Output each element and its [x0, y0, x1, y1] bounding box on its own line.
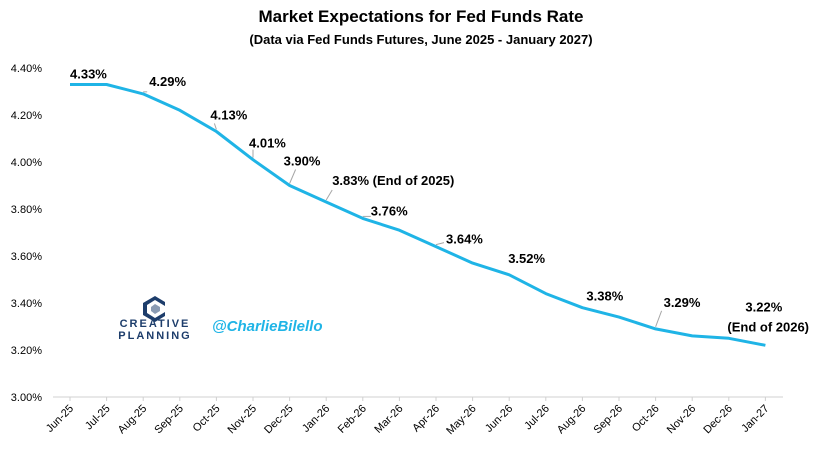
- creative-planning-logo-icon: [143, 296, 165, 322]
- social-handle: @CharlieBilello: [212, 318, 323, 335]
- data-label: 3.90%: [284, 154, 321, 169]
- x-tick-label: Nov-25: [226, 403, 260, 437]
- data-label: 3.38%: [586, 289, 623, 304]
- x-tick-label: Mar-26: [372, 403, 405, 436]
- data-label-leader: [435, 242, 445, 246]
- data-label: 3.83% (End of 2025): [332, 173, 454, 188]
- brand-block: CREATIVE PLANNING: [105, 294, 205, 342]
- data-label: 4.01%: [249, 136, 286, 151]
- chart-subtitle: (Data via Fed Funds Futures, June 2025 -…: [249, 32, 592, 47]
- brand-line-2: PLANNING: [118, 330, 192, 342]
- x-tick-label: Jun-26: [483, 403, 515, 435]
- x-tick-label: Oct-26: [630, 403, 662, 435]
- data-label-leader: [289, 169, 297, 184]
- x-tick-label: Jan-26: [300, 403, 332, 435]
- data-label: 3.29%: [664, 295, 701, 310]
- series-line: [70, 83, 766, 347]
- data-label: 3.64%: [446, 232, 483, 247]
- data-label-leader: [325, 189, 333, 201]
- data-label: 3.22%: [745, 299, 782, 314]
- x-tick-label: Sep-25: [152, 403, 186, 437]
- y-tick-label: 3.40%: [11, 298, 42, 310]
- x-tick-label: Dec-25: [262, 403, 296, 437]
- x-tick-label: Jun-25: [44, 403, 76, 435]
- data-label-leader: [655, 310, 663, 328]
- y-tick-label: 3.80%: [11, 204, 42, 216]
- data-label: 4.29%: [149, 74, 186, 89]
- chart-title: Market Expectations for Fed Funds Rate: [259, 7, 584, 26]
- leader-lines: [143, 91, 663, 328]
- x-tick-label: May-26: [444, 403, 478, 437]
- brand-line-1: CREATIVE: [119, 318, 191, 330]
- x-tick-label: Aug-25: [116, 403, 150, 437]
- x-tick-label: Nov-26: [665, 403, 699, 437]
- y-tick-label: 3.00%: [11, 392, 42, 404]
- data-label: 3.52%: [508, 251, 545, 266]
- y-axis: 3.00% 3.20% 3.40% 3.60% 3.80% 4.00% 4.20% 4.40%: [11, 63, 42, 404]
- y-tick-label: 4.00%: [11, 157, 42, 169]
- x-axis: Jun-25 Jul-25 Aug-25 Sep-25 Oct-25 Nov-25 Dec-…: [44, 397, 772, 437]
- x-tick-label: Jul-25: [83, 403, 113, 433]
- y-tick-label: 3.20%: [11, 345, 42, 357]
- data-label: 4.33%: [70, 66, 107, 81]
- y-tick-label: 3.60%: [11, 251, 42, 263]
- data-label: 3.76%: [371, 203, 408, 218]
- x-tick-label: Feb-26: [336, 403, 369, 436]
- y-tick-label: 4.40%: [11, 63, 42, 75]
- x-tick-label: Jul-26: [522, 403, 552, 433]
- data-label-leader: [213, 123, 217, 130]
- x-tick-label: Aug-26: [555, 403, 589, 437]
- y-tick-label: 4.20%: [11, 110, 42, 122]
- data-label-line-2: (End of 2026): [727, 319, 809, 334]
- x-tick-label: Jan-27: [739, 403, 771, 435]
- data-labels: 4.33% 4.29% 4.13%4.01% 3.90% 3.83% (End of 2…: [70, 66, 809, 334]
- x-tick-label: Dec-26: [701, 403, 735, 437]
- x-tick-label: Apr-26: [410, 403, 442, 435]
- x-tick-label: Sep-26: [592, 403, 626, 437]
- x-tick-label: Oct-25: [191, 403, 223, 435]
- data-label: 4.13%: [210, 107, 247, 122]
